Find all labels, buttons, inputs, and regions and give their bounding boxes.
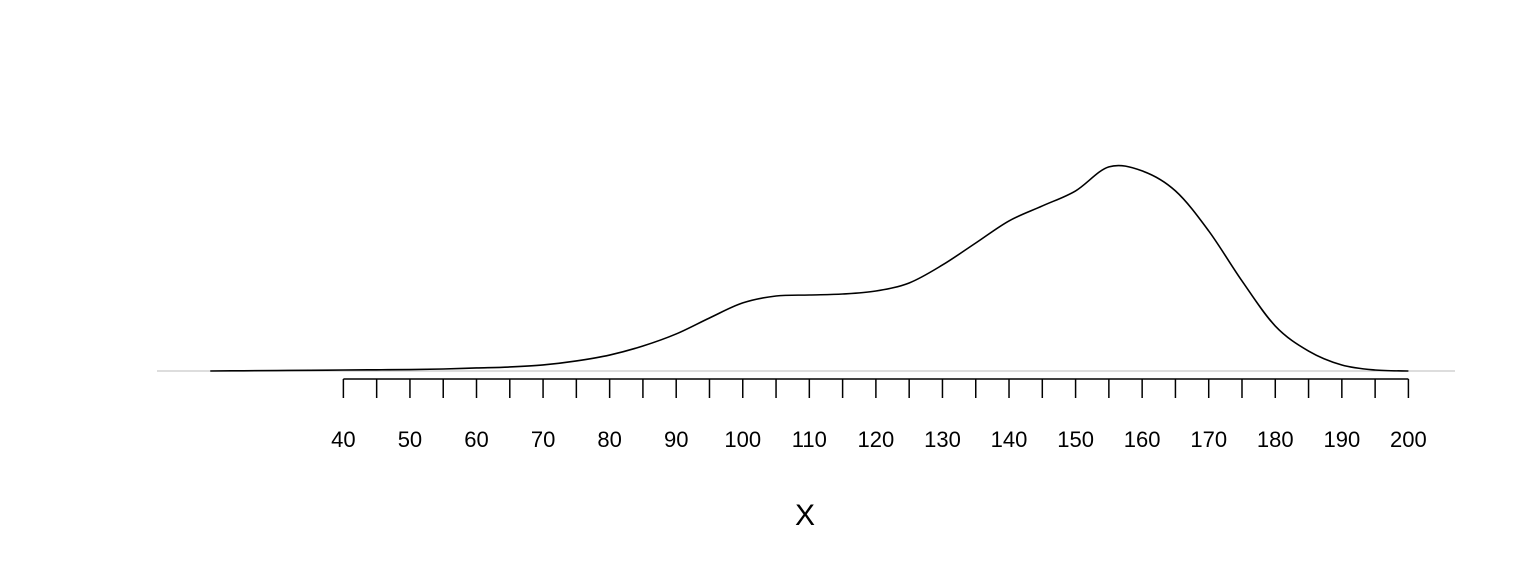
x-tick-label: 140 [991,427,1028,452]
x-tick-label: 90 [664,427,688,452]
x-tick-label: 70 [531,427,555,452]
x-tick-label: 80 [597,427,621,452]
density-line [210,164,1409,372]
x-axis-title: X [795,499,815,532]
x-tick-label: 60 [464,427,488,452]
x-tick-label: 130 [924,427,961,452]
x-tick-label: 180 [1257,427,1294,452]
x-tick-label: 190 [1323,427,1360,452]
x-tick-label: 170 [1190,427,1227,452]
x-tick-label: 110 [792,427,827,452]
x-tick-label: 150 [1057,427,1094,452]
x-tick-label: 50 [398,427,422,452]
x-tick-label: 160 [1124,427,1161,452]
x-tick-label: 100 [724,427,761,452]
x-tick-label: 120 [858,427,895,452]
x-tick-label: 200 [1390,427,1427,452]
x-tick-label: 40 [331,427,355,452]
